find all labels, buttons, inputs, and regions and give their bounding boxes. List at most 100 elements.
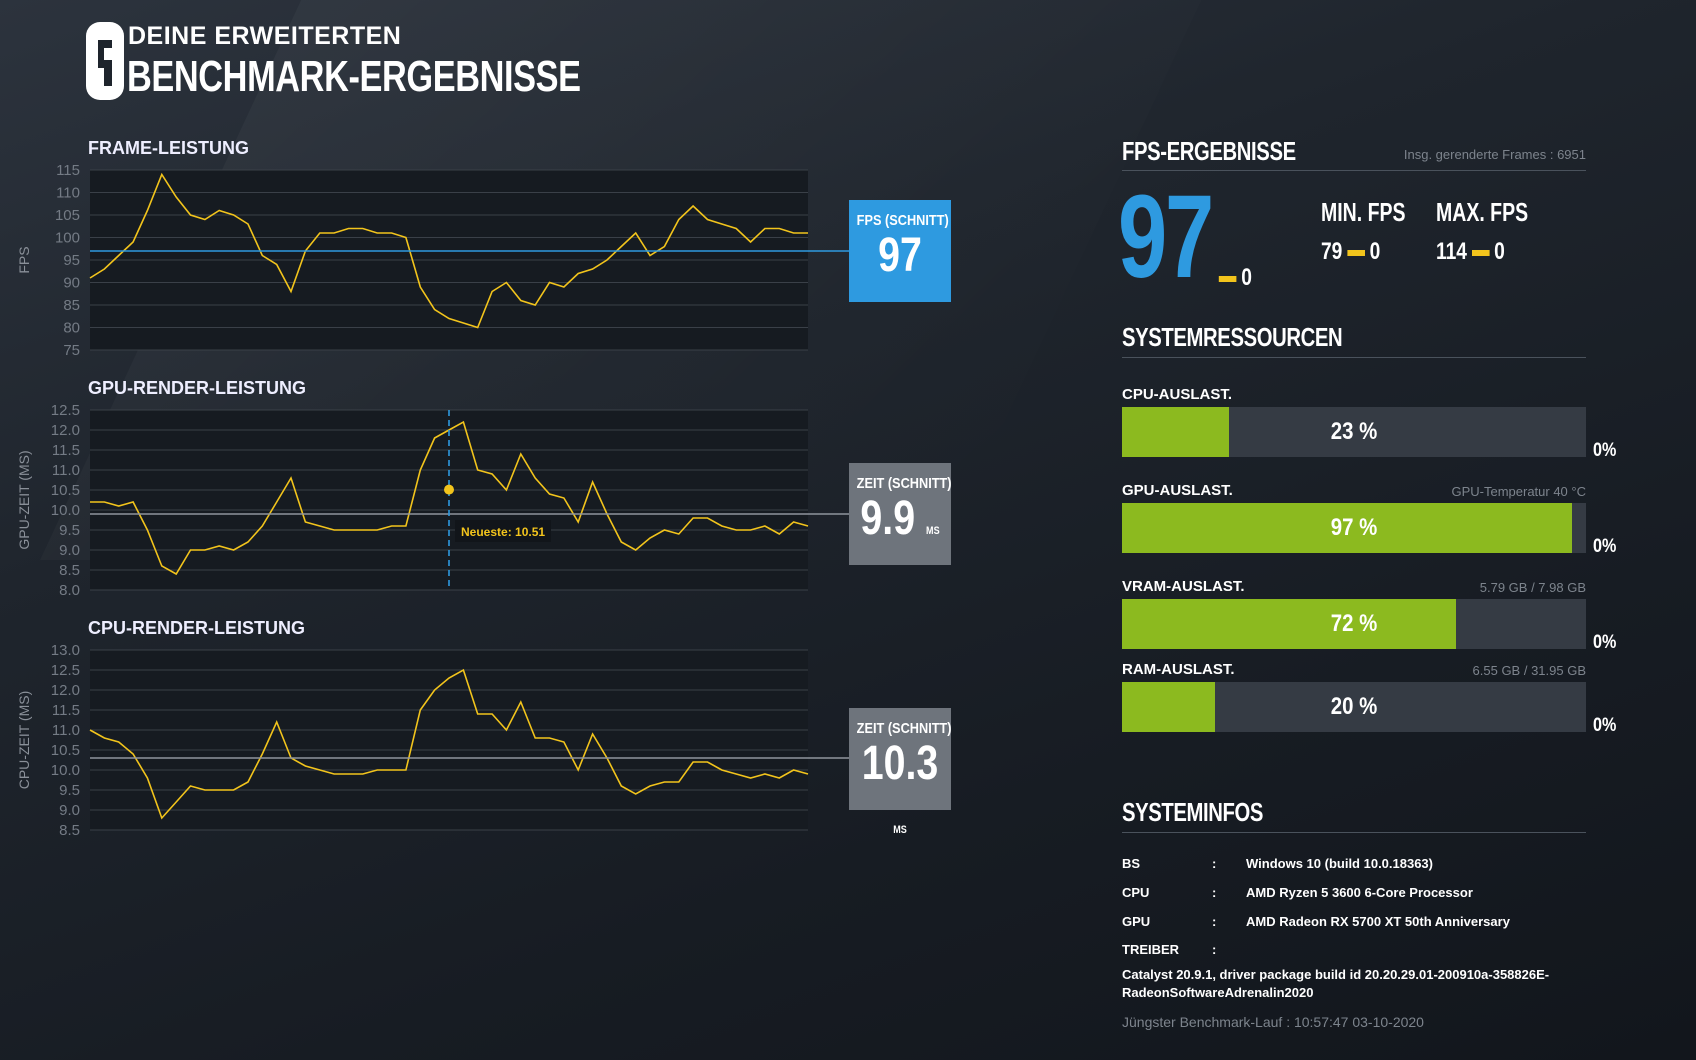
max-fps-label: MAX. FPS: [1436, 197, 1529, 227]
y-tick-label: 9.0: [59, 542, 80, 559]
y-tick-label: 105: [55, 207, 80, 224]
gpu-badge-label: ZEIT (SCHNITT): [856, 475, 952, 492]
y-tick-label: 8.5: [59, 562, 80, 579]
last-run: Jüngster Benchmark-Lauf : 10:57:47 03-10…: [1122, 1014, 1424, 1030]
divider: [1122, 832, 1586, 833]
gpu-temperature: GPU-Temperatur 40 °C: [1451, 484, 1586, 499]
tooltip-text: Neueste: 10.51: [461, 525, 545, 539]
divider: [1122, 357, 1586, 358]
y-tick-label: 11.5: [52, 702, 80, 719]
y-tick-label: 10.0: [51, 762, 80, 779]
vram-amount: 5.79 GB / 7.98 GB: [1479, 580, 1586, 595]
gpu-average-badge: ZEIT (SCHNITT) 9.9 MS: [849, 463, 952, 565]
cursor-point: [444, 484, 454, 495]
y-tick-label: 13.0: [51, 642, 80, 659]
cpu-usage-label: CPU-AUSLAST.: [1122, 386, 1233, 403]
resources-title: SYSTEMRESSOURCEN: [1122, 322, 1343, 352]
min-fps-value: 79 0: [1321, 238, 1381, 265]
y-tick-label: 8.0: [59, 582, 80, 599]
ram-usage-zero: 0%: [1593, 715, 1617, 736]
y-tick-label: 12.0: [51, 682, 80, 699]
gpu-badge-value: 9.9: [860, 492, 916, 545]
fps-average-badge: FPS (SCHNITT) 97: [849, 200, 951, 302]
gpu-chart[interactable]: 12.5 12.0 11.5 11.0 10.5 10.0 9.5 9.0 8.5 8.0 Neue…: [0, 0, 960, 600]
y-tick-label: 100: [55, 230, 80, 247]
cpu-usage-zero: 0%: [1593, 440, 1617, 461]
avg-fps-delta: 0: [1214, 264, 1252, 292]
vram-usage-zero: 0%: [1593, 632, 1617, 653]
ram-usage-bar: 20 %: [1122, 682, 1586, 732]
cpu-value: AMD Ryzen 5 3600 6-Core Processor: [1246, 885, 1473, 900]
fps-badge-label: FPS (SCHNITT): [856, 212, 949, 229]
cpu-badge-label: ZEIT (SCHNITT): [856, 720, 952, 737]
fps-chart-title: FRAME-LEISTUNG: [88, 138, 249, 158]
header-line1: DEINE ERWEITERTEN: [128, 22, 402, 50]
series-line: [89, 172, 808, 329]
min-fps-label: MIN. FPS: [1321, 197, 1406, 227]
y-tick-label: 90: [63, 275, 80, 292]
y-tick-label: 85: [63, 297, 80, 314]
max-fps-value: 114 0: [1436, 238, 1505, 265]
y-tick-label: 9.5: [59, 782, 80, 799]
y-tick-label: 12.5: [51, 402, 80, 419]
cpu-colon: :: [1212, 885, 1217, 900]
fps-results-title: FPS-ERGEBNISSE: [1122, 136, 1296, 166]
vram-usage-bar: 72 %: [1122, 599, 1586, 649]
y-tick-label: 10.0: [51, 502, 80, 519]
y-tick-label: 10.5: [51, 482, 80, 499]
y-tick-label: 12.5: [51, 662, 80, 679]
cpu-chart-title: CPU-RENDER-LEISTUNG: [88, 618, 306, 638]
driver-value-line1: Catalyst 20.9.1, driver package build id…: [1122, 967, 1550, 982]
delta-dash-icon: [1471, 249, 1490, 256]
vram-usage-label: VRAM-AUSLAST.: [1122, 578, 1245, 595]
cpu-badge-unit: MS: [893, 824, 907, 836]
series-line: [89, 668, 809, 820]
y-tick-label: 80: [63, 320, 80, 337]
driver-value-line2: RadeonSoftwareAdrenalin2020: [1122, 985, 1314, 1000]
gpu-usage-label: GPU-AUSLAST.: [1122, 482, 1233, 499]
plot-area: [90, 650, 808, 830]
os-colon: :: [1212, 856, 1217, 871]
y-tick-label: 9.5: [59, 522, 80, 539]
fps-chart[interactable]: 115 110 105 100 95 90 85 80 75: [0, 0, 960, 360]
y-tick-label: 10.5: [51, 742, 80, 759]
game-logo-icon: [86, 22, 124, 100]
gpu-chart-title: GPU-RENDER-LEISTUNG: [88, 378, 307, 398]
gpu-value: AMD Radeon RX 5700 XT 50th Anniversary: [1246, 914, 1510, 929]
gpu-colon: :: [1212, 914, 1217, 929]
total-frames: Insg. gerenderte Frames : 6951: [1403, 147, 1586, 162]
gpu-badge-unit: MS: [926, 525, 940, 537]
ram-amount: 6.55 GB / 31.95 GB: [1472, 663, 1586, 678]
tooltip-box: [455, 520, 551, 542]
cpu-key: CPU: [1122, 885, 1150, 900]
y-tick-label: 9.0: [59, 802, 80, 819]
y-tick-label: 75: [63, 342, 80, 359]
y-tick-label: 12.0: [51, 422, 80, 439]
y-tick-label: 11.5: [52, 442, 80, 459]
delta-dash-icon: [1218, 275, 1237, 282]
gpu-usage-zero: 0%: [1593, 536, 1617, 557]
delta-dash-icon: [1347, 249, 1365, 256]
driver-colon: :: [1212, 942, 1217, 957]
y-tick-label: 11.0: [52, 462, 80, 479]
cpu-usage-bar: 23 %: [1122, 407, 1586, 457]
gpu-usage-bar: 97 %: [1122, 503, 1586, 553]
y-tick-label: 11.0: [52, 722, 80, 739]
page-title: BENCHMARK-ERGEBNISSE: [127, 52, 581, 101]
cpu-chart[interactable]: 13.0 12.5 12.0 11.5 11.0 10.5 10.0 9.5 9.0 8.5: [0, 0, 960, 840]
y-tick-label: 115: [56, 162, 80, 179]
avg-fps-value: 97: [1118, 171, 1214, 303]
y-tick-label: 95: [63, 252, 80, 269]
os-key: BS: [1122, 856, 1141, 871]
y-tick-label: 110: [56, 185, 80, 202]
sysinfo-title: SYSTEMINFOS: [1122, 797, 1264, 827]
fps-badge-value: 97: [878, 229, 922, 282]
driver-key: TREIBER: [1122, 942, 1180, 957]
ram-usage-label: RAM-AUSLAST.: [1122, 661, 1235, 678]
cpu-average-badge: ZEIT (SCHNITT) 10.3 MS: [849, 708, 952, 836]
y-tick-label: 8.5: [59, 822, 80, 839]
os-value: Windows 10 (build 10.0.18363): [1246, 856, 1433, 871]
gpu-key: GPU: [1122, 914, 1151, 929]
divider: [1122, 170, 1586, 171]
cpu-badge-value: 10.3: [861, 737, 939, 790]
